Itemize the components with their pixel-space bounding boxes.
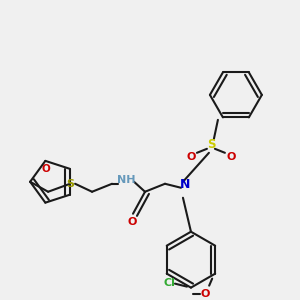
Text: O: O — [42, 164, 51, 174]
Text: O: O — [200, 289, 210, 298]
Text: Cl: Cl — [163, 278, 175, 288]
Text: O: O — [127, 217, 137, 227]
Text: O: O — [226, 152, 236, 162]
Text: S: S — [66, 179, 74, 189]
Text: O: O — [186, 152, 196, 162]
Text: S: S — [207, 138, 215, 151]
Text: N: N — [180, 178, 190, 191]
Text: NH: NH — [117, 175, 135, 185]
